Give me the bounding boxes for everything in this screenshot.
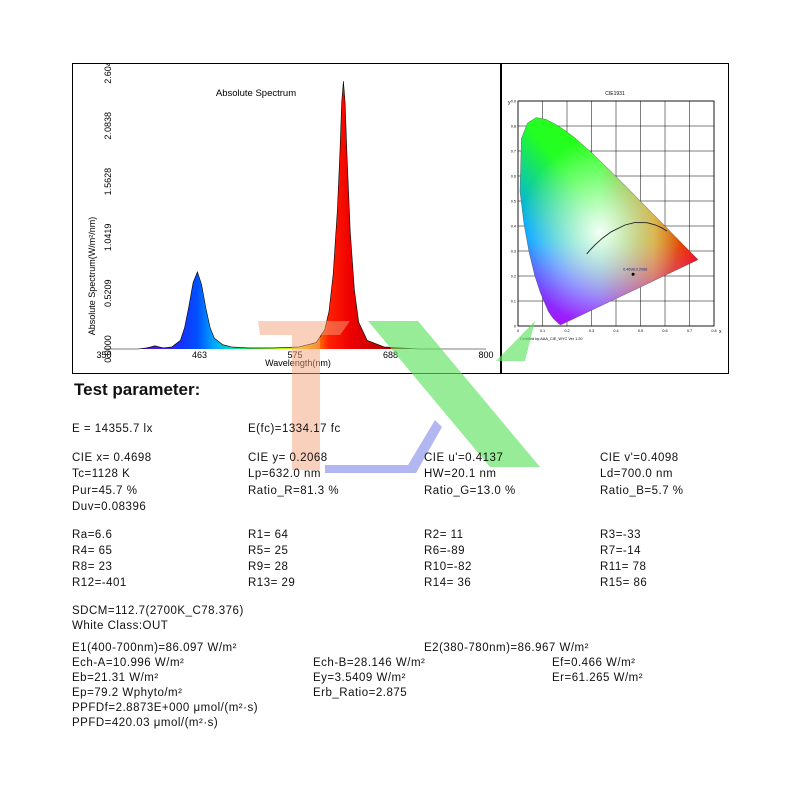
ra-value: Ra=6.6: [72, 529, 113, 541]
x-tick-label: 350: [96, 350, 111, 360]
r2-value: R2= 11: [424, 529, 464, 541]
ech-a-value: Ech-A=10.996 W/m²: [72, 657, 185, 669]
spectrum-chart: Absolute Spectrum Absolute Spectrum(W/m²…: [87, 56, 494, 368]
r15-value: R15= 86: [600, 577, 648, 589]
eb-value: Eb=21.31 W/m²: [72, 672, 159, 684]
cie-diagram-panel: CIE1931 0 0.1 0.2 0.3 0.4 0.5 0.6 0.7 0.8 0 0.1 0.2…: [500, 63, 729, 374]
cie-title: CIE1931: [605, 91, 625, 97]
spectrum-chart-panel: Absolute Spectrum Absolute Spectrum(W/m²…: [72, 56, 502, 374]
ef-value: Ef=0.466 W/m²: [552, 657, 636, 669]
r8-value: R8= 23: [72, 561, 113, 573]
r12-value: R12=-401: [72, 577, 127, 589]
cie-x-tick-label: 0.4: [613, 329, 618, 333]
cie-y-tick-label: 0.4: [511, 224, 516, 228]
r6-value: R6=-89: [424, 545, 466, 557]
r11-value: R11= 78: [600, 561, 647, 573]
e2-value: E2(380-780nm)=86.967 W/m²: [424, 642, 589, 654]
test-parameter-heading: Test parameter:: [74, 380, 201, 399]
cie-x-tick-label: 0.7: [687, 329, 692, 333]
chart-title: Absolute Spectrum: [216, 88, 296, 99]
r9-value: R9= 28: [248, 561, 289, 573]
r3-value: R3=-33: [600, 529, 642, 541]
ratio-r-value: Ratio_R=81.3 %: [248, 485, 340, 497]
cie-footer: Certified by:AAA_CIE_WYC Ver 1.20: [520, 337, 582, 341]
r5-value: R5= 25: [248, 545, 289, 557]
ey-value: Ey=3.5409 W/m²: [313, 672, 406, 684]
hw-value: HW=20.1 nm: [424, 468, 497, 480]
cie-u-value: CIE u'=0.4137: [424, 452, 504, 464]
y-axis-label: Absolute Spectrum(W/m²/nm): [87, 217, 97, 336]
r1-value: R1= 64: [248, 529, 289, 541]
cie-y-tick-label: 0.6: [511, 174, 516, 178]
ep-value: Ep=79.2 Wphyto/m²: [72, 687, 183, 699]
y-tick-label: 2.6047: [103, 64, 113, 84]
y-tick-label: 1.0419: [103, 224, 113, 252]
spectrum-area: [104, 81, 486, 349]
cie-y-tick-label: 0.1: [511, 299, 516, 303]
cie-y-tick-label: 0.8: [511, 124, 516, 128]
cie-x-tick-label: 0.5: [638, 329, 643, 333]
x-tick-label: 575: [287, 350, 302, 360]
cie-y-tick-label: 0.2: [511, 274, 516, 278]
white-class-value: White Class:OUT: [72, 620, 169, 632]
ratio-g-value: Ratio_G=13.0 %: [424, 485, 516, 497]
ech-b-value: Ech-B=28.146 W/m²: [313, 657, 426, 669]
x-tick-label: 688: [383, 350, 398, 360]
cie-diagram: CIE1931 0 0.1 0.2 0.3 0.4 0.5 0.6 0.7 0.8 0 0.1 0.2…: [508, 91, 722, 341]
x-tick-label: 800: [478, 350, 493, 360]
cie-y-value: CIE y= 0.2068: [248, 452, 328, 464]
r10-value: R10=-82: [424, 561, 472, 573]
y-tick-label: 0.5209: [103, 279, 113, 307]
ld-value: Ld=700.0 nm: [600, 468, 673, 480]
cie-y-tick-label: 0.7: [511, 149, 516, 153]
cie-x-tick-label: 0.6: [662, 329, 667, 333]
cie-y-tick-label: 0.9: [511, 99, 516, 103]
duv-value: Duv=0.08396: [72, 501, 147, 513]
purity-value: Pur=45.7 %: [72, 485, 138, 497]
er-value: Er=61.265 W/m²: [552, 672, 644, 684]
spectrum-line: [104, 81, 486, 350]
r7-value: R7=-14: [600, 545, 642, 557]
measured-chromaticity-point: [631, 272, 635, 276]
ppfdf-value: PPFDf=2.8873E+000 μmol/(m²·s): [72, 702, 259, 714]
lp-value: Lp=632.0 nm: [248, 468, 321, 480]
cie-x-tick-label: 0.3: [589, 329, 594, 333]
cie-x-tick-label: 0.2: [564, 329, 569, 333]
chromaticity-point-label: 0.4698,0.2068: [623, 267, 647, 271]
erb-ratio-value: Erb_Ratio=2.875: [313, 687, 408, 699]
illuminance-fc: E(fc)=1334.17 fc: [248, 423, 341, 435]
cie-y-axis-letter: y: [508, 100, 511, 106]
cie-y-tick-label: 0.3: [511, 249, 516, 253]
spectral-locus-outline: [519, 117, 699, 325]
ratio-b-value: Ratio_B=5.7 %: [600, 485, 684, 497]
r14-value: R14= 36: [424, 577, 472, 589]
illuminance-lx: E = 14355.7 lx: [72, 423, 153, 435]
cie-x-axis-letter: x: [719, 329, 722, 335]
cie-x-value: CIE x= 0.4698: [72, 452, 152, 464]
cie-x-tick-label: 0.1: [540, 329, 545, 333]
r13-value: R13= 29: [248, 577, 296, 589]
tc-value: Tc=1128 K: [72, 468, 131, 480]
cie-x-tick-label: 0.8: [711, 329, 716, 333]
y-tick-label: 1.5628: [103, 168, 113, 196]
cie-y-tick-label: 0.5: [511, 199, 516, 203]
y-tick-label: 2.0838: [103, 112, 113, 140]
cie-x-tick-label: 0: [517, 329, 519, 333]
planckian-locus-line: [586, 222, 668, 255]
cie-y-tick-label: 0: [514, 324, 516, 328]
r4-value: R4= 65: [72, 545, 113, 557]
x-tick-label: 463: [192, 350, 207, 360]
sdcm-value: SDCM=112.7(2700K_C78.376): [72, 605, 244, 617]
cie-v-value: CIE v'=0.4098: [600, 452, 679, 464]
e1-value: E1(400-700nm)=86.097 W/m²: [72, 642, 237, 654]
ppfd-value: PPFD=420.03 μmol/(m²·s): [72, 717, 219, 729]
